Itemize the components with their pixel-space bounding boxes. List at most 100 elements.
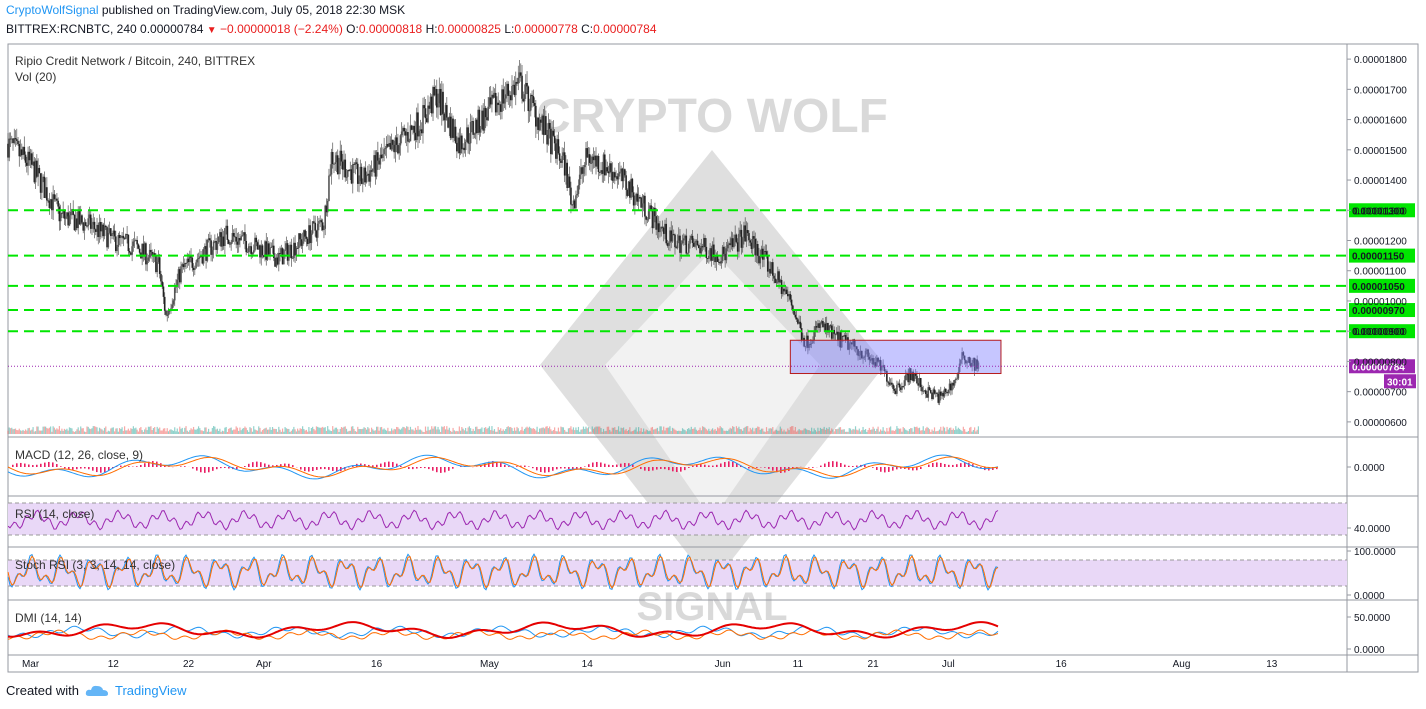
candle-body	[642, 195, 645, 204]
volume-bar	[616, 429, 618, 434]
candle-body	[711, 244, 714, 261]
volume-bar	[397, 427, 399, 434]
volume-bar	[851, 430, 853, 434]
volume-bar	[866, 431, 868, 434]
volume-bar	[544, 428, 546, 434]
volume-bar	[483, 427, 486, 434]
candle-body	[631, 178, 634, 193]
volume-bar	[680, 431, 682, 434]
candle-body	[89, 214, 92, 229]
y-tick-label: 0.00000800	[1354, 357, 1407, 368]
volume-bar	[363, 427, 365, 434]
volume-bar	[700, 430, 702, 434]
volume-bar	[634, 429, 636, 434]
volume-bar	[407, 426, 409, 434]
macd-histogram-bar	[820, 465, 822, 467]
candle-body	[805, 335, 808, 347]
candle-body	[435, 89, 438, 108]
volume-bar	[71, 428, 73, 434]
volume-bar	[367, 427, 369, 434]
volume-bar	[396, 426, 398, 434]
candle-body	[454, 126, 457, 143]
candle-body	[770, 262, 773, 274]
candle-body	[44, 187, 47, 198]
volume-bar	[251, 431, 254, 434]
candle-body	[616, 176, 619, 180]
volume-bar	[525, 427, 527, 434]
volume-bar	[219, 428, 221, 434]
candle-body	[207, 238, 210, 240]
candle-body	[674, 234, 676, 248]
candle-body	[862, 357, 864, 359]
volume-bar	[34, 431, 37, 434]
candle-body	[650, 205, 652, 210]
volume-bar	[32, 427, 34, 434]
candle-body	[417, 112, 419, 137]
macd-histogram-bar	[872, 467, 874, 468]
volume-bar	[152, 428, 155, 434]
volume-bar	[670, 431, 672, 434]
candle-body	[931, 392, 933, 399]
volume-bar	[180, 428, 182, 434]
volume-bar	[778, 430, 780, 434]
candle-body	[719, 262, 721, 264]
volume-bar	[427, 426, 429, 434]
candle-body	[773, 275, 775, 279]
macd-histogram-bar	[92, 467, 94, 471]
volume-bar	[201, 430, 203, 434]
candle-body	[508, 95, 511, 97]
candle-body	[301, 241, 304, 246]
volume-bar	[8, 427, 10, 434]
macd-histogram-bar	[272, 465, 274, 467]
open-label: O:	[346, 22, 359, 36]
volume-bar	[67, 430, 69, 434]
candle-body	[738, 233, 740, 252]
volume-bar	[671, 427, 674, 434]
macd-histogram-bar	[888, 467, 890, 472]
macd-histogram-bar	[308, 467, 310, 472]
candle-body	[249, 246, 251, 248]
volume-bar	[368, 428, 370, 434]
candle-body	[422, 105, 424, 134]
volume-bar	[932, 430, 934, 434]
volume-bar	[928, 429, 931, 434]
volume-bar	[833, 431, 835, 434]
candle-body	[835, 331, 838, 335]
candle-body	[540, 119, 542, 123]
tradingview-link[interactable]: TradingView	[114, 683, 187, 698]
volume-bar	[910, 428, 912, 434]
volume-bar	[253, 426, 255, 434]
candle-body	[252, 250, 255, 253]
volume-bar	[690, 426, 692, 434]
support-price-label: 0.00001150	[1352, 252, 1405, 263]
volume-bar	[533, 428, 536, 434]
volume-bar	[602, 428, 605, 434]
volume-bar	[379, 427, 381, 434]
volume-bar	[144, 429, 146, 434]
volume-bar	[77, 427, 79, 434]
macd-histogram-bar	[204, 467, 206, 473]
candle-body	[724, 253, 726, 261]
volume-bar	[911, 428, 913, 434]
candle-body	[548, 122, 551, 129]
volume-bar	[821, 428, 823, 434]
price-change: −0.00000018 (−2.24%)	[220, 22, 343, 36]
candle-body	[289, 244, 291, 251]
candle-body	[84, 222, 87, 226]
volume-bar	[906, 430, 908, 434]
candle-body	[657, 223, 660, 233]
volume-bar	[819, 427, 822, 434]
candle-body	[667, 242, 670, 246]
volume-bar	[802, 430, 804, 434]
volume-bar	[392, 430, 394, 434]
volume-bar	[678, 430, 680, 434]
publisher-link[interactable]: CryptoWolfSignal	[6, 3, 99, 17]
volume-bar	[813, 428, 815, 434]
volume-bar	[937, 430, 939, 434]
volume-bar	[429, 429, 432, 434]
candle-body	[59, 213, 62, 222]
candle-body	[838, 332, 841, 341]
candle-body	[956, 378, 958, 380]
volume-bar	[468, 426, 470, 434]
